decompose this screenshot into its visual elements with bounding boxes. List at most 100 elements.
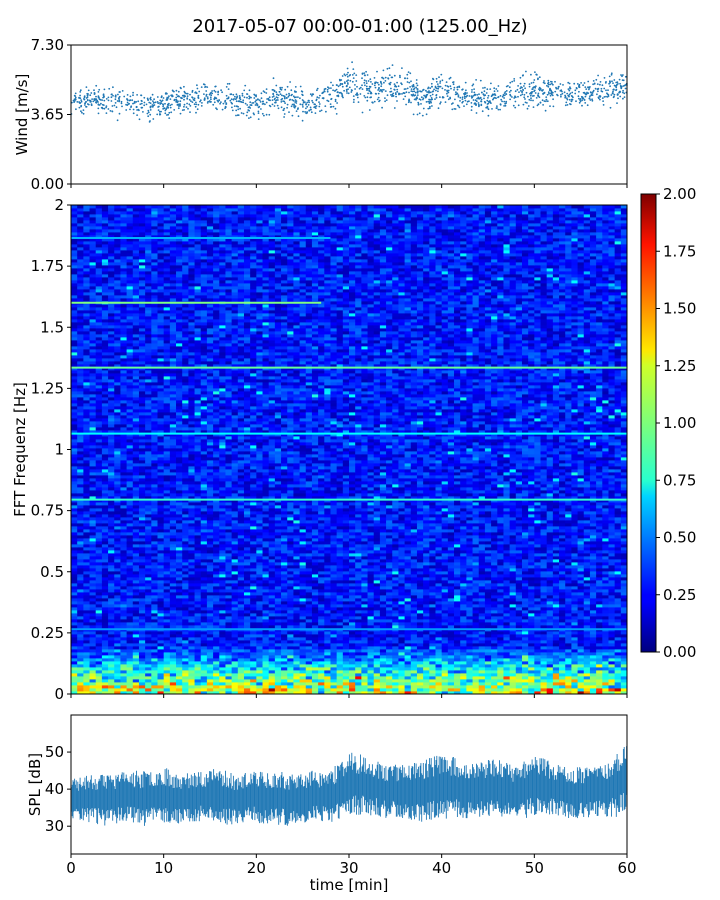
spectrogram-cell bbox=[262, 586, 270, 590]
spectrogram-cell bbox=[620, 613, 628, 617]
spectrogram-cell bbox=[342, 664, 350, 668]
wind-point bbox=[137, 108, 140, 111]
wind-point bbox=[471, 91, 473, 93]
spectrogram-cell bbox=[589, 679, 597, 683]
spectrogram-cell bbox=[169, 595, 177, 599]
spectrogram-cell bbox=[361, 607, 368, 611]
wind-point bbox=[619, 82, 621, 85]
wind-point bbox=[112, 86, 114, 89]
spectrogram-cell bbox=[528, 643, 535, 647]
wind-point bbox=[175, 96, 178, 99]
spectrogram-cell bbox=[293, 592, 300, 596]
spectrogram-cell bbox=[231, 586, 239, 590]
spectrogram-cell bbox=[528, 649, 535, 653]
spectrogram-cell bbox=[145, 655, 152, 659]
spectrogram-cell bbox=[138, 634, 146, 638]
spectrogram-cell bbox=[386, 643, 393, 647]
wind-point bbox=[340, 79, 343, 81]
spectrogram-cell bbox=[392, 619, 399, 623]
spectrogram-cell bbox=[404, 595, 412, 599]
spectrogram-cell bbox=[95, 595, 103, 599]
spectrogram-cell bbox=[71, 622, 78, 626]
wind-point bbox=[422, 89, 424, 91]
spectrogram-cell bbox=[89, 649, 97, 653]
spectrogram-cell bbox=[386, 595, 393, 599]
spectrogram-cell bbox=[559, 601, 566, 605]
spectrogram-cell bbox=[176, 610, 183, 614]
wind-point bbox=[570, 95, 573, 97]
wind-point bbox=[530, 92, 533, 95]
spectrogram-cell bbox=[460, 631, 467, 635]
spectrogram-cell bbox=[342, 610, 350, 614]
spectrogram-cell bbox=[559, 589, 566, 593]
spectrogram-cell bbox=[108, 658, 115, 662]
spectrogram-cell bbox=[101, 637, 109, 641]
spectrogram-cell bbox=[583, 649, 591, 653]
spectrogram-cell bbox=[95, 685, 103, 689]
spectrogram-cell bbox=[367, 595, 375, 599]
spectrogram-cell bbox=[460, 685, 467, 689]
wind-point bbox=[519, 94, 522, 97]
spectrogram-cell bbox=[182, 667, 189, 671]
spectrogram-cell bbox=[262, 625, 270, 629]
spectrogram-cell bbox=[188, 607, 195, 611]
wind-point bbox=[311, 99, 313, 102]
spectrogram-cell bbox=[101, 646, 109, 650]
spectrogram-cell bbox=[108, 586, 115, 590]
spectrogram-cell bbox=[552, 655, 560, 659]
spectrogram-cell bbox=[132, 598, 140, 602]
spectrogram-cell bbox=[182, 601, 189, 605]
spectrogram-cell bbox=[423, 592, 430, 596]
wind-point bbox=[377, 89, 379, 91]
spectrogram-cell bbox=[484, 604, 492, 608]
spectrogram-cell bbox=[552, 586, 560, 590]
spectrogram-cell bbox=[546, 589, 554, 593]
spectrogram-cell bbox=[188, 613, 195, 617]
spectrogram-cell bbox=[577, 649, 585, 653]
spectrogram-cell bbox=[83, 643, 90, 647]
wind-point bbox=[80, 99, 83, 101]
spectrogram-cell bbox=[120, 595, 127, 599]
wind-point bbox=[522, 103, 525, 106]
spectrogram-cell bbox=[472, 691, 480, 695]
spectrogram-cell bbox=[342, 661, 350, 665]
spectrogram-cell bbox=[503, 625, 511, 629]
spectrogram-cell bbox=[608, 643, 616, 647]
wind-point bbox=[301, 119, 304, 122]
spectrogram-cell bbox=[169, 649, 177, 653]
spectrogram-cell bbox=[126, 616, 134, 620]
spectrogram-cell bbox=[367, 619, 375, 623]
spectrogram-cell bbox=[614, 595, 622, 599]
spectrogram-cell bbox=[176, 622, 183, 626]
spectrogram-cell bbox=[447, 607, 455, 611]
spectrogram-cell bbox=[71, 664, 78, 668]
wind-point bbox=[293, 106, 295, 108]
spectrogram-cell bbox=[373, 607, 381, 611]
spectrogram-cell bbox=[299, 670, 307, 674]
spectrogram-cell bbox=[77, 598, 84, 602]
spectrogram-cell bbox=[404, 607, 412, 611]
spectrogram-cell bbox=[89, 595, 97, 599]
spectrogram-cell bbox=[120, 625, 127, 629]
spectrogram-cell bbox=[71, 610, 78, 614]
spectrogram-cell bbox=[534, 685, 541, 689]
spectrogram-cell bbox=[373, 670, 381, 674]
spectrogram-cell bbox=[546, 652, 554, 656]
spectrogram-cell bbox=[552, 595, 560, 599]
spectrogram-cell bbox=[274, 583, 282, 587]
wind-point bbox=[235, 114, 237, 117]
spectrogram-cell bbox=[410, 637, 418, 641]
spectrogram-cell bbox=[447, 670, 455, 674]
wind-point bbox=[314, 105, 317, 108]
spectrogram-cell bbox=[206, 586, 214, 590]
spectrogram-cell bbox=[509, 673, 517, 677]
spectrogram-cell bbox=[460, 688, 467, 692]
wind-point bbox=[268, 104, 271, 107]
spectrogram-cell bbox=[349, 595, 356, 599]
wind-point bbox=[79, 91, 82, 93]
spectrogram-cell bbox=[132, 625, 140, 629]
wind-point bbox=[598, 95, 601, 97]
spectrogram-cell bbox=[231, 640, 239, 644]
spectrogram-cell bbox=[540, 631, 548, 635]
spectrogram-cell bbox=[386, 622, 393, 626]
